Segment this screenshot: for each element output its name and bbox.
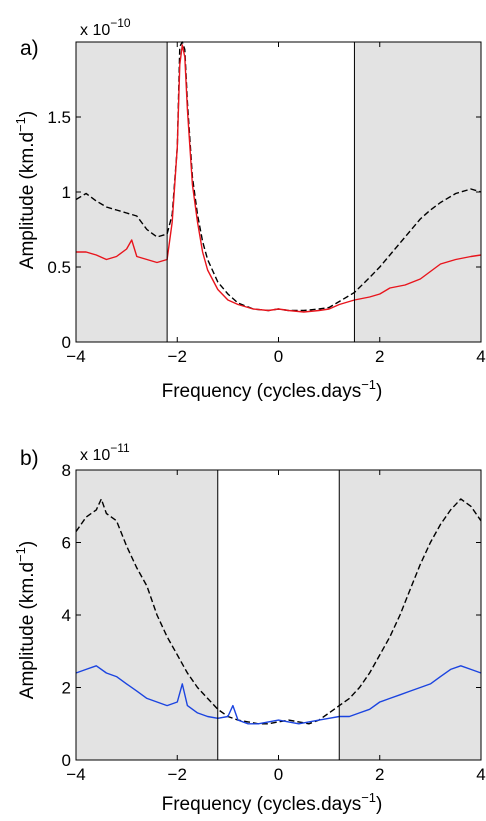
panel-a-label: a) bbox=[20, 37, 39, 60]
panel-b-xtick-label: −2 bbox=[168, 765, 187, 784]
panel-b-shaded-region-2 bbox=[339, 470, 481, 760]
panel-a-xlabel: Frequency (cycles.days−1) bbox=[162, 377, 383, 402]
panel-b-ytick-label: 8 bbox=[62, 461, 71, 480]
panel-b-ylabel: Amplitude (km.d−1) bbox=[13, 541, 38, 699]
panel-b-shaded-region-1 bbox=[76, 470, 218, 760]
panel-b-ticks: −4 −2 0 2 4 0 2 4 6 8 bbox=[62, 461, 486, 784]
panel-a-boundary-lines bbox=[166, 42, 355, 342]
panel-b-ytick-label: 4 bbox=[62, 606, 71, 625]
panel-b-shaded-regions bbox=[76, 470, 481, 760]
panel-a-series bbox=[75, 41, 482, 313]
panel-b-label: b) bbox=[20, 447, 39, 470]
panel-a-ytick-label: 0.5 bbox=[47, 258, 71, 277]
panel-b: b) x 10−11 −4 −2 0 2 4 0 2 4 6 8 Frequency (cycle… bbox=[13, 441, 486, 815]
panel-a-solid-series bbox=[76, 44, 482, 313]
panel-a-dashed-series bbox=[75, 41, 482, 312]
panel-a-ytick-label: 1.5 bbox=[47, 108, 71, 127]
panel-a-xtick-label: 0 bbox=[274, 347, 283, 366]
panel-a-xtick-label: 2 bbox=[375, 347, 384, 366]
panel-b-ytick-label: 0 bbox=[62, 751, 71, 770]
panel-a-shaded-region-2 bbox=[354, 42, 481, 342]
panel-a-xtick-label: −2 bbox=[168, 347, 187, 366]
panel-b-xtick-label: 2 bbox=[375, 765, 384, 784]
panel-b-boundary-lines bbox=[217, 470, 340, 760]
panel-a-ticks: −4 −2 0 2 4 0 0.5 1 1.5 bbox=[47, 42, 486, 366]
panel-a-shaded-region-1 bbox=[76, 42, 168, 342]
panel-b-dashed-series bbox=[75, 498, 482, 725]
panel-b-ytick-label: 6 bbox=[62, 534, 71, 553]
panel-b-ytick-label: 2 bbox=[62, 679, 71, 698]
panel-b-multiplier: x 10−11 bbox=[80, 441, 130, 464]
panel-a-ytick-label: 1 bbox=[62, 183, 71, 202]
panel-b-xtick-label: 4 bbox=[476, 765, 485, 784]
panel-b-xtick-label: 0 bbox=[274, 765, 283, 784]
panel-a-xtick-label: 4 bbox=[476, 347, 485, 366]
panel-a: a) x 10−10 −4 −2 0 2 4 0 0.5 1 1.5 Frequency (cy… bbox=[13, 16, 486, 402]
panel-b-solid-series bbox=[75, 665, 482, 725]
panel-a-ytick-label: 0 bbox=[62, 333, 71, 352]
panel-a-ylabel: Amplitude (km.d−1) bbox=[13, 111, 38, 269]
panel-b-xtick-label: −4 bbox=[66, 765, 85, 784]
panel-a-xtick-label: −4 bbox=[66, 347, 85, 366]
panel-a-multiplier: x 10−10 bbox=[80, 16, 131, 39]
panel-b-xlabel: Frequency (cycles.days−1) bbox=[162, 790, 383, 815]
panel-b-series bbox=[75, 498, 482, 725]
panel-a-shaded-regions bbox=[76, 42, 481, 342]
